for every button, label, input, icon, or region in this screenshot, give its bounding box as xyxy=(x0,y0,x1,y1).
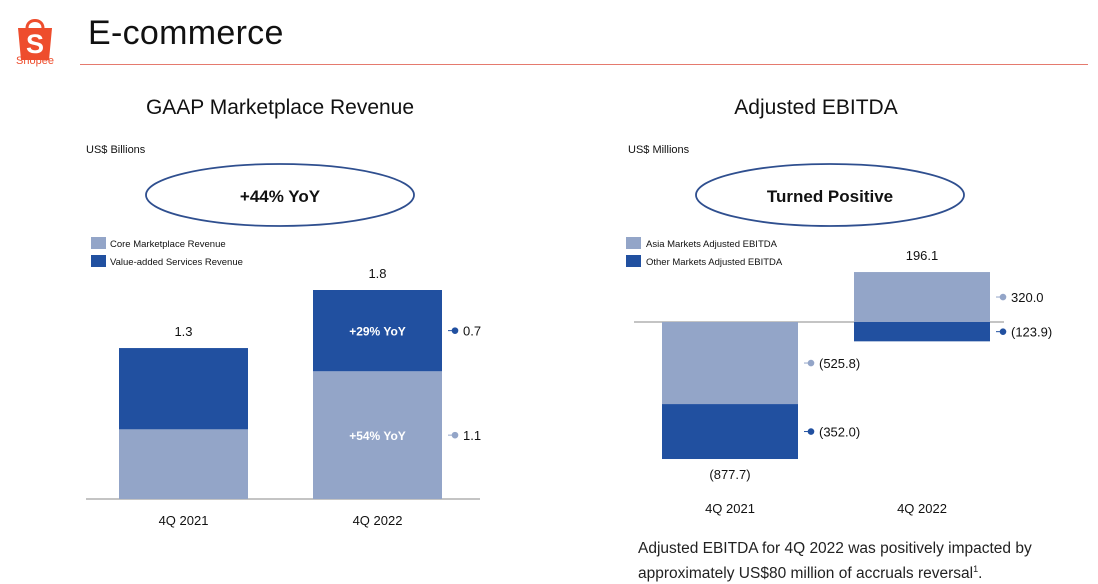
bar-0-series-0 xyxy=(662,322,798,405)
bar-0-series-1 xyxy=(119,348,248,430)
bar-0-series-0 xyxy=(119,429,248,499)
logo-glyph: S xyxy=(26,29,44,59)
bar-1-series-1 xyxy=(313,290,442,372)
revenue-chart: GAAP Marketplace Revenue US$ Billions +44%… xyxy=(86,96,481,528)
legend-label-1: Value-added Services Revenue xyxy=(110,257,243,268)
bar-1-series-0 xyxy=(854,272,990,322)
callout-dot-0-0 xyxy=(807,359,815,367)
inbar-label-1-1: +29% YoY xyxy=(349,325,406,339)
logo-text: Shopee xyxy=(16,55,54,67)
total-label-1: 1.8 xyxy=(368,266,386,281)
bar-1-series-1 xyxy=(854,322,990,342)
legend-label-0: Asia Markets Adjusted EBITDA xyxy=(646,239,778,250)
value-label-1-0: 320.0 xyxy=(1011,290,1044,305)
category-label-0: 4Q 2021 xyxy=(705,501,755,516)
value-label-1-0: 1.1 xyxy=(463,428,481,443)
value-label-1-1: (123.9) xyxy=(1011,325,1052,340)
bar-1-series-0 xyxy=(313,371,442,499)
category-label-0: 4Q 2021 xyxy=(159,513,209,528)
chart-title: GAAP Marketplace Revenue xyxy=(146,96,414,119)
total-label-0: 1.3 xyxy=(174,324,192,339)
value-label-1-1: 0.7 xyxy=(463,324,481,339)
callout-ellipse xyxy=(145,163,415,227)
legend-swatch-1 xyxy=(626,255,641,267)
unit-label: US$ Millions xyxy=(628,144,690,156)
callout-dot-1-1 xyxy=(451,327,459,334)
callout-dot-1-0 xyxy=(451,431,459,439)
category-label-1: 4Q 2022 xyxy=(897,501,947,516)
ebitda-chart: Adjusted EBITDA US$ Millions Turned Positi… xyxy=(626,96,1052,516)
callout-text: Turned Positive xyxy=(767,187,893,206)
value-label-0-1: (352.0) xyxy=(819,425,860,440)
callout-ellipse xyxy=(695,163,965,227)
total-label-0: (877.7) xyxy=(709,467,750,482)
callout-dot-0-1 xyxy=(807,428,815,435)
callout-text: +44% YoY xyxy=(240,187,321,206)
legend-swatch-1 xyxy=(91,255,106,267)
value-label-0-0: (525.8) xyxy=(819,356,860,371)
legend-swatch-0 xyxy=(626,237,641,249)
chart-title: Adjusted EBITDA xyxy=(734,96,897,119)
unit-label: US$ Billions xyxy=(86,144,146,156)
category-label-1: 4Q 2022 xyxy=(353,513,403,528)
callout-dot-1-0 xyxy=(999,293,1007,301)
footnote-marker: 1 xyxy=(973,564,979,574)
header-divider xyxy=(80,64,1088,65)
total-label-1: 196.1 xyxy=(906,248,939,263)
ebitda-footnote: Adjusted EBITDA for 4Q 2022 was positive… xyxy=(638,539,1078,584)
footnote-text: Adjusted EBITDA for 4Q 2022 was positive… xyxy=(638,540,1032,583)
legend-swatch-0 xyxy=(91,237,106,249)
callout-dot-1-1 xyxy=(999,328,1007,335)
page-title: E-commerce xyxy=(88,14,284,52)
inbar-label-1-0: +54% YoY xyxy=(349,429,406,443)
legend-label-0: Core Marketplace Revenue xyxy=(110,239,226,250)
footnote-end: . xyxy=(978,565,983,583)
shopee-bag-icon: S xyxy=(18,19,52,60)
legend-label-1: Other Markets Adjusted EBITDA xyxy=(646,257,783,268)
bar-0-series-1 xyxy=(662,404,798,460)
